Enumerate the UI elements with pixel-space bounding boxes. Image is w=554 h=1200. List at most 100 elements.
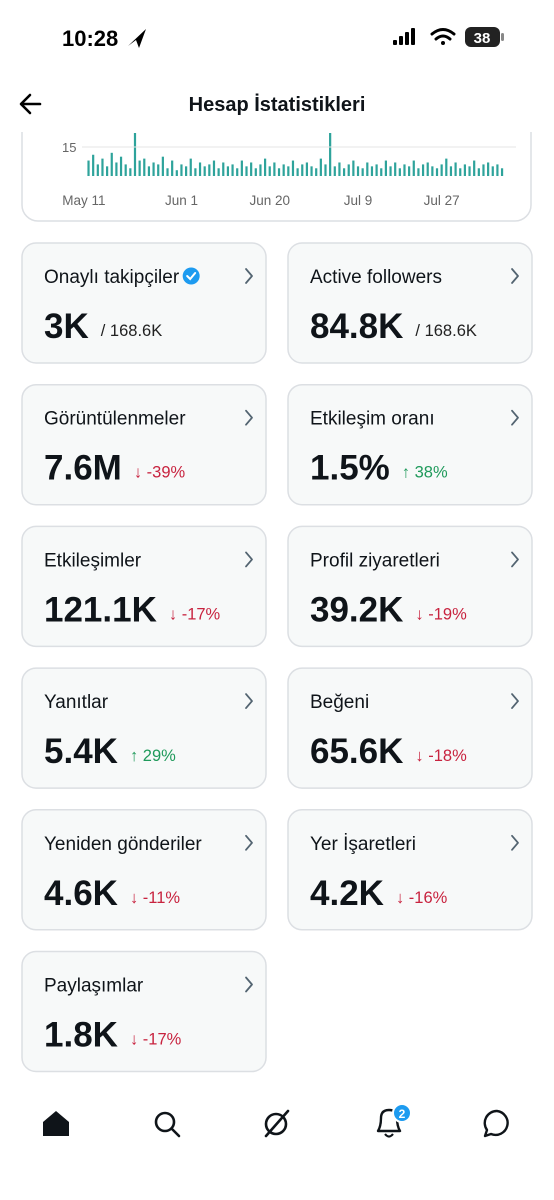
card-frame xyxy=(21,525,267,648)
bar xyxy=(254,168,257,176)
bar xyxy=(282,164,285,176)
bar xyxy=(333,166,336,176)
plot xyxy=(87,133,504,176)
header-bg xyxy=(0,0,554,132)
card-label: Profil ziyaretleri xyxy=(310,550,440,571)
card-detail: / 168.6K xyxy=(415,322,476,340)
bar xyxy=(356,166,360,176)
bar xyxy=(301,164,304,176)
stat-card[interactable]: Yeniden gönderiler 4.6K ↓ -11% xyxy=(21,809,267,931)
bar xyxy=(421,164,425,176)
notifications-tab[interactable]: 2 xyxy=(376,1103,412,1138)
bar xyxy=(110,152,113,176)
location-icon xyxy=(128,29,146,48)
bar xyxy=(487,162,490,176)
chevron xyxy=(245,551,253,568)
card-value: 121.1K xyxy=(44,590,157,629)
bar xyxy=(203,166,206,176)
bar xyxy=(315,168,318,176)
card-value: 84.8K xyxy=(310,307,403,346)
bar xyxy=(491,166,494,176)
card-label: Beğeni xyxy=(310,692,369,713)
chevron xyxy=(511,834,519,851)
bar xyxy=(92,154,95,176)
bar xyxy=(445,158,448,176)
card-label: Etkileşim oranı xyxy=(310,409,435,430)
search-tab[interactable] xyxy=(154,1111,181,1138)
card-frame xyxy=(287,383,533,506)
stat-card[interactable]: Paylaşımlar 1.8K ↓ -17% xyxy=(21,950,267,1073)
stat-card[interactable]: Görüntülenmeler 7.6M ↓ -39% xyxy=(21,383,267,506)
x-tick-label: Jul 9 xyxy=(344,193,373,208)
bar xyxy=(175,170,178,176)
card-frame xyxy=(21,809,267,931)
stat-card[interactable]: Onaylı takipçiler 3K / 168.6K xyxy=(21,242,267,364)
back-button[interactable] xyxy=(19,93,42,115)
bottom-nav: 2 xyxy=(43,1103,509,1138)
stat-card[interactable]: Beğeni 65.6K ↓ -18% xyxy=(287,667,533,789)
battery-level: 38 xyxy=(474,30,491,47)
card-label: Yeniden gönderiler xyxy=(44,834,202,855)
chevron xyxy=(511,409,519,426)
status-time: 10:28 xyxy=(62,26,118,51)
card-detail: ↓ -17% xyxy=(130,1031,182,1049)
header-title: Hesap İstatistikleri xyxy=(189,93,366,116)
bar xyxy=(468,166,471,176)
bar xyxy=(296,168,299,176)
card-value: 7.6M xyxy=(44,449,122,488)
stat-card[interactable]: Etkileşim oranı 1.5% ↑ 38% xyxy=(287,383,533,506)
card-frame xyxy=(287,525,533,648)
bar xyxy=(115,162,118,176)
bar xyxy=(329,133,332,176)
card-detail: ↓ -39% xyxy=(134,464,186,482)
bar xyxy=(119,156,123,176)
bar xyxy=(412,160,415,176)
card-label: Yer İşaretleri xyxy=(310,834,416,855)
card-detail: ↓ -16% xyxy=(396,889,448,907)
bar xyxy=(236,168,239,176)
stat-card[interactable]: Etkileşimler 121.1K ↓ -17% xyxy=(21,525,267,648)
bar xyxy=(129,168,132,176)
bar xyxy=(500,168,504,176)
bar xyxy=(287,166,290,176)
bar xyxy=(338,162,341,176)
bar xyxy=(273,162,276,176)
battery-icon: 38 xyxy=(465,27,504,47)
card-frame xyxy=(21,667,267,789)
grok-tab[interactable] xyxy=(264,1109,290,1138)
bar xyxy=(231,164,234,176)
bar xyxy=(417,168,420,176)
card-detail: ↑ 29% xyxy=(130,747,176,765)
card-frame xyxy=(287,809,533,931)
chevron xyxy=(511,551,519,568)
card-value: 4.6K xyxy=(44,874,118,913)
bar xyxy=(96,164,99,176)
bar xyxy=(384,160,387,176)
bar xyxy=(370,166,374,176)
card-label: Onaylı takipçiler xyxy=(44,267,180,288)
card-value: 3K xyxy=(44,307,89,346)
bar xyxy=(310,166,313,176)
stat-card[interactable]: Active followers 84.8K / 168.6K xyxy=(287,242,533,364)
stat-card[interactable]: Yer İşaretleri 4.2K ↓ -16% xyxy=(287,809,533,931)
x-tick-label: Jun 20 xyxy=(249,193,290,208)
home-tab[interactable] xyxy=(43,1111,69,1136)
bar xyxy=(324,164,327,176)
bar xyxy=(408,166,411,176)
bar xyxy=(180,164,183,176)
bar xyxy=(496,164,499,176)
bar xyxy=(222,162,225,176)
card-detail: ↓ -17% xyxy=(169,605,221,623)
bar xyxy=(226,166,230,176)
stat-card[interactable]: Profil ziyaretleri 39.2K ↓ -19% xyxy=(287,525,533,648)
card-value: 1.8K xyxy=(44,1016,118,1055)
stat-card[interactable]: Yanıtlar 5.4K ↑ 29% xyxy=(21,667,267,789)
bar xyxy=(240,160,243,176)
bar xyxy=(245,166,248,176)
x-tick-label: Jul 27 xyxy=(424,193,460,208)
bar xyxy=(268,166,271,176)
messages-tab[interactable] xyxy=(483,1109,509,1138)
verified-badge xyxy=(182,267,200,285)
